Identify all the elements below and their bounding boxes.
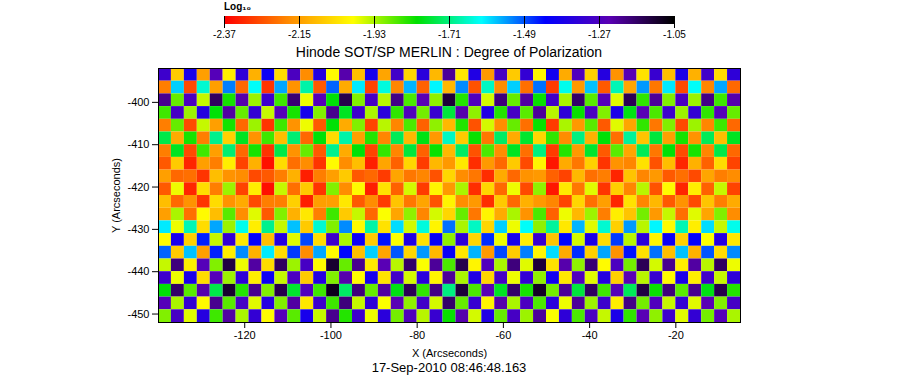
svg-text:-1.49: -1.49 xyxy=(513,29,536,40)
svg-text:-20: -20 xyxy=(668,329,684,341)
svg-text:-120: -120 xyxy=(234,329,256,341)
svg-text:-80: -80 xyxy=(409,329,425,341)
svg-text:-60: -60 xyxy=(495,329,511,341)
svg-text:-450: -450 xyxy=(127,308,149,320)
svg-text:-430: -430 xyxy=(127,223,149,235)
svg-text:-1.27: -1.27 xyxy=(588,29,611,40)
svg-text:-1.71: -1.71 xyxy=(438,29,461,40)
svg-text:-2.37: -2.37 xyxy=(213,29,236,40)
svg-text:Log₁₀: Log₁₀ xyxy=(224,1,251,12)
svg-text:-100: -100 xyxy=(320,329,342,341)
html-text:Hinode SOT/SP MERLIN : Degree: Hinode SOT/SP MERLIN : Degree of Polariz… xyxy=(295,44,603,60)
svg-text:X (Arcseconds): X (Arcseconds) xyxy=(412,347,487,359)
svg-text:-2.15: -2.15 xyxy=(288,29,311,40)
html-text:17-Sep-2010 08:46:48.163: 17-Sep-2010 08:46:48.163 xyxy=(371,360,527,375)
svg-text:-410: -410 xyxy=(127,138,149,150)
svg-text:-40: -40 xyxy=(582,329,598,341)
svg-text:Y (Arcseconds): Y (Arcseconds) xyxy=(110,158,122,233)
svg-text:-420: -420 xyxy=(127,181,149,193)
svg-text:-1.93: -1.93 xyxy=(363,29,386,40)
svg-text:-1.05: -1.05 xyxy=(663,29,686,40)
svg-text:-440: -440 xyxy=(127,265,149,277)
svg-text:-400: -400 xyxy=(127,96,149,108)
